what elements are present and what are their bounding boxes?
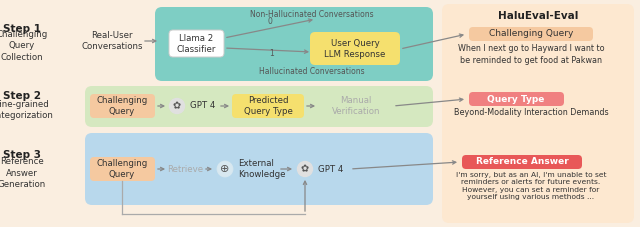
Text: ✿: ✿ (173, 101, 181, 111)
FancyBboxPatch shape (90, 157, 155, 181)
Text: Hallucinated Conversations: Hallucinated Conversations (259, 67, 365, 76)
Text: I'm sorry, but as an AI, I'm unable to set
reminders or alerts for future events: I'm sorry, but as an AI, I'm unable to s… (456, 172, 606, 200)
FancyBboxPatch shape (469, 92, 564, 106)
Text: Step 3: Step 3 (3, 150, 41, 160)
Text: Predicted
Query Type: Predicted Query Type (244, 96, 292, 116)
Text: Challenging
Query: Challenging Query (97, 96, 148, 116)
FancyBboxPatch shape (469, 27, 593, 41)
Text: Real-User
Conversations: Real-User Conversations (81, 31, 143, 51)
FancyBboxPatch shape (442, 4, 634, 223)
Circle shape (298, 161, 312, 177)
Text: Beyond-Modality Interaction Demands: Beyond-Modality Interaction Demands (454, 108, 608, 117)
Text: Step 2: Step 2 (3, 91, 41, 101)
Text: ⊕: ⊕ (220, 164, 230, 174)
Text: Non-Hallucinated Conversations: Non-Hallucinated Conversations (250, 10, 374, 19)
Text: ✿: ✿ (301, 164, 309, 174)
Text: Query Type: Query Type (487, 94, 545, 104)
Text: Manual
Verification: Manual Verification (332, 96, 380, 116)
Circle shape (217, 161, 233, 177)
Text: 0: 0 (268, 17, 273, 25)
Text: Challenging Query: Challenging Query (489, 30, 573, 39)
Text: Llama 2
Classifier: Llama 2 Classifier (176, 34, 216, 54)
Text: Reference Answer: Reference Answer (476, 158, 568, 166)
Text: External
Knowledge: External Knowledge (238, 159, 285, 179)
Text: GPT 4: GPT 4 (318, 165, 344, 173)
Text: Fine-grained
Categorization: Fine-grained Categorization (0, 100, 53, 120)
FancyBboxPatch shape (155, 7, 433, 81)
FancyBboxPatch shape (90, 94, 155, 118)
FancyBboxPatch shape (310, 32, 400, 65)
Text: When I next go to Hayward I want to
be reminded to get food at Pakwan: When I next go to Hayward I want to be r… (458, 44, 604, 65)
Text: Challenging
Query
Collection: Challenging Query Collection (0, 30, 47, 62)
Text: 1: 1 (269, 49, 275, 57)
FancyBboxPatch shape (85, 86, 433, 127)
Text: Retrieve: Retrieve (167, 165, 203, 173)
Text: User Query
LLM Response: User Query LLM Response (324, 39, 386, 59)
Text: Reference
Answer
Generation: Reference Answer Generation (0, 157, 46, 189)
Text: HaluEval-Eval: HaluEval-Eval (498, 11, 578, 21)
FancyBboxPatch shape (462, 155, 582, 169)
Circle shape (170, 99, 184, 114)
FancyBboxPatch shape (232, 94, 304, 118)
FancyBboxPatch shape (169, 30, 224, 57)
Text: GPT 4: GPT 4 (190, 101, 216, 111)
FancyBboxPatch shape (85, 133, 433, 205)
Text: Step 1: Step 1 (3, 24, 41, 34)
Text: Challenging
Query: Challenging Query (97, 159, 148, 179)
